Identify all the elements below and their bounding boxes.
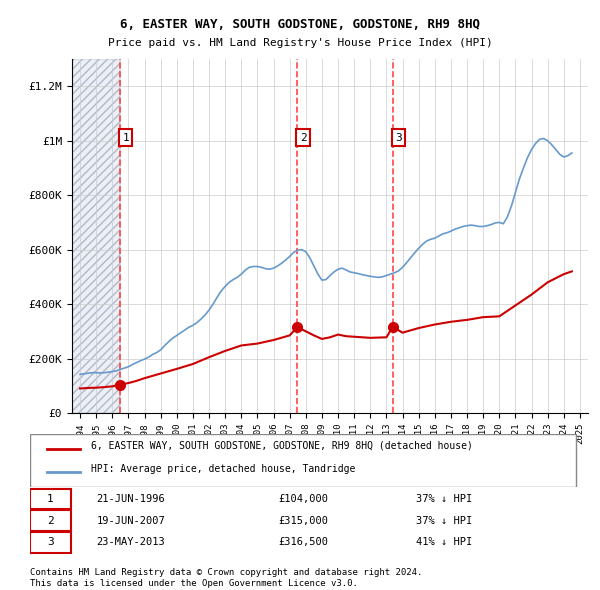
Text: 6, EASTER WAY, SOUTH GODSTONE, GODSTONE, RH9 8HQ (detached house): 6, EASTER WAY, SOUTH GODSTONE, GODSTONE,… bbox=[91, 441, 473, 451]
Text: This data is licensed under the Open Government Licence v3.0.: This data is licensed under the Open Gov… bbox=[30, 579, 358, 588]
Bar bbox=[72, 59, 120, 413]
Text: Contains HM Land Registry data © Crown copyright and database right 2024.: Contains HM Land Registry data © Crown c… bbox=[30, 568, 422, 576]
Bar bbox=[72, 59, 120, 413]
Text: 2: 2 bbox=[47, 516, 54, 526]
FancyBboxPatch shape bbox=[30, 489, 71, 509]
Text: 41% ↓ HPI: 41% ↓ HPI bbox=[416, 537, 473, 548]
FancyBboxPatch shape bbox=[30, 510, 71, 531]
Text: 3: 3 bbox=[395, 133, 402, 143]
Text: £316,500: £316,500 bbox=[278, 537, 328, 548]
Text: 37% ↓ HPI: 37% ↓ HPI bbox=[416, 516, 473, 526]
Text: 19-JUN-2007: 19-JUN-2007 bbox=[96, 516, 165, 526]
Text: £315,000: £315,000 bbox=[278, 516, 328, 526]
Text: £104,000: £104,000 bbox=[278, 494, 328, 504]
Text: 21-JUN-1996: 21-JUN-1996 bbox=[96, 494, 165, 504]
Text: HPI: Average price, detached house, Tandridge: HPI: Average price, detached house, Tand… bbox=[91, 464, 355, 474]
Text: 1: 1 bbox=[122, 133, 129, 143]
Text: 1: 1 bbox=[47, 494, 54, 504]
Text: 3: 3 bbox=[47, 537, 54, 548]
Text: 6, EASTER WAY, SOUTH GODSTONE, GODSTONE, RH9 8HQ: 6, EASTER WAY, SOUTH GODSTONE, GODSTONE,… bbox=[120, 18, 480, 31]
Text: 37% ↓ HPI: 37% ↓ HPI bbox=[416, 494, 473, 504]
FancyBboxPatch shape bbox=[30, 532, 71, 553]
Text: Price paid vs. HM Land Registry's House Price Index (HPI): Price paid vs. HM Land Registry's House … bbox=[107, 38, 493, 48]
Text: 23-MAY-2013: 23-MAY-2013 bbox=[96, 537, 165, 548]
Text: 2: 2 bbox=[299, 133, 307, 143]
FancyBboxPatch shape bbox=[30, 434, 577, 487]
